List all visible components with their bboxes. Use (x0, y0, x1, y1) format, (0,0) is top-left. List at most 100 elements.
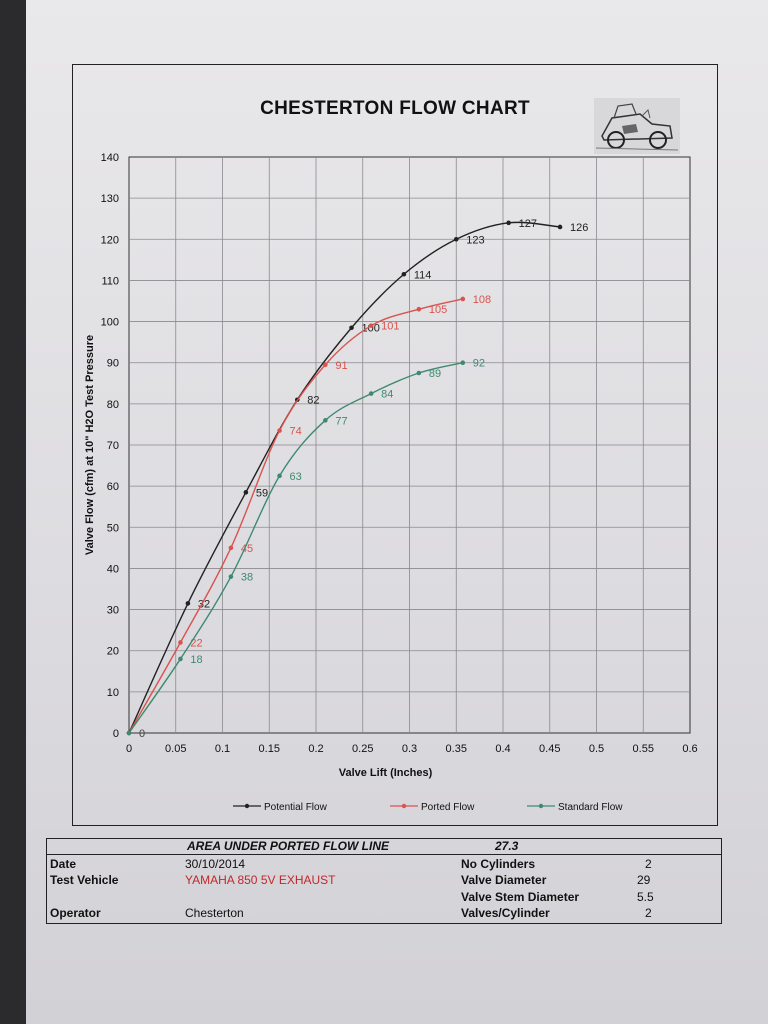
stem-diameter-label: Valve Stem Diameter (461, 890, 580, 904)
data-point-potential-flow (243, 490, 249, 495)
data-label-ported-flow: 22 (190, 637, 202, 649)
vehicle-label: Test Vehicle (50, 873, 119, 887)
cylinders-value: 2 (645, 857, 652, 871)
data-point-ported-flow (323, 362, 328, 368)
x-tick-label: 0.3 (402, 743, 417, 755)
legend-marker-standard-flow (538, 803, 544, 809)
chart-title: CHESTERTON FLOW CHART (260, 98, 530, 119)
paper-sheet (26, 0, 768, 1024)
x-tick-label: 0.5 (589, 743, 604, 755)
y-tick-label: 130 (101, 193, 119, 205)
data-label-standard-flow: 63 (290, 471, 302, 483)
data-label-potential-flow: 114 (414, 269, 432, 281)
data-point-potential-flow (401, 271, 407, 277)
data-label-potential-flow: 126 (570, 222, 588, 234)
x-tick-label: 0.15 (259, 743, 280, 755)
y-tick-label: 10 (107, 687, 119, 699)
data-label-potential-flow: 59 (256, 487, 268, 499)
y-tick-label: 40 (107, 563, 119, 575)
stem-diameter-value: 5.5 (637, 890, 654, 904)
data-label-potential-flow: 127 (519, 218, 537, 230)
y-tick-label: 90 (107, 358, 119, 370)
legend-label-ported-flow: Ported Flow (421, 802, 475, 813)
data-label-standard-flow: 92 (473, 358, 485, 370)
data-label-standard-flow: 77 (335, 415, 347, 427)
date-value: 30/10/2014 (185, 857, 246, 871)
area-label: AREA UNDER PORTED FLOW LINE (187, 839, 390, 853)
y-tick-label: 80 (107, 399, 119, 411)
data-point-standard-flow (178, 656, 183, 662)
data-label-standard-flow: 84 (381, 389, 393, 401)
date-label: Date (50, 857, 77, 871)
data-label-ported-flow: 74 (290, 426, 302, 438)
data-label-ported-flow: 101 (381, 321, 399, 333)
valve-diameter-label: Valve Diameter (461, 873, 547, 887)
x-tick-label: 0.25 (352, 743, 373, 755)
data-point-ported-flow (460, 296, 466, 302)
series-line-standard-flow (128, 362, 463, 734)
data-point-standard-flow (460, 360, 466, 366)
data-label-ported-flow: 45 (241, 543, 253, 555)
legend-marker-potential-flow (244, 803, 250, 809)
x-axis-label: Valve Lift (Inches) (339, 767, 433, 779)
data-point-potential-flow (349, 325, 354, 331)
legend-marker-ported-flow (401, 803, 407, 809)
valves-value: 2 (645, 906, 652, 920)
x-tick-label: 0.2 (308, 743, 323, 755)
data-label-potential-flow: 82 (307, 395, 319, 407)
data-point-ported-flow (416, 306, 422, 312)
legend-label-potential-flow: Potential Flow (264, 802, 328, 813)
chart-frame (72, 64, 718, 826)
operator-value: Chesterton (185, 906, 244, 920)
x-tick-label: 0.35 (446, 743, 467, 755)
data-label-ported-flow: 108 (473, 294, 491, 306)
series-line-ported-flow (128, 298, 463, 734)
data-label-ported-flow: 91 (335, 360, 347, 372)
valve-diameter-value: 29 (637, 873, 651, 887)
valves-label: Valves/Cylinder (461, 906, 550, 920)
x-tick-label: 0 (126, 743, 132, 755)
y-axis-label: Valve Flow (cfm) at 10" H2O Test Pressur… (84, 335, 96, 555)
legend-label-standard-flow: Standard Flow (558, 802, 623, 813)
data-point-potential-flow (506, 220, 511, 226)
x-tick-label: 0.1 (215, 743, 230, 755)
operator-label: Operator (50, 906, 101, 920)
y-tick-label: 110 (101, 275, 119, 287)
data-label-potential-flow: 0 (139, 728, 145, 740)
vehicle-value: YAMAHA 850 5V EXHAUST (185, 873, 336, 887)
data-point-standard-flow (228, 574, 234, 579)
x-tick-label: 0.55 (633, 743, 654, 755)
data-label-ported-flow: 105 (429, 304, 447, 316)
x-tick-label: 0.4 (495, 743, 510, 755)
data-point-potential-flow (557, 224, 563, 230)
data-point-ported-flow (228, 545, 234, 551)
data-point-potential-flow (185, 601, 191, 606)
x-tick-label: 0.45 (539, 743, 560, 755)
data-point-standard-flow (368, 391, 374, 396)
data-label-potential-flow: 100 (362, 323, 380, 335)
data-point-ported-flow (178, 640, 183, 645)
data-label-standard-flow: 18 (190, 654, 202, 666)
data-point-potential-flow (453, 236, 459, 242)
y-tick-label: 50 (107, 522, 119, 534)
y-tick-label: 140 (101, 152, 119, 164)
data-point-ported-flow (277, 428, 282, 433)
y-tick-label: 120 (101, 234, 119, 246)
y-tick-label: 0 (113, 728, 119, 740)
info-separator (47, 854, 721, 855)
area-value: 27.3 (495, 839, 519, 853)
y-tick-label: 100 (101, 317, 119, 329)
data-label-potential-flow: 123 (466, 234, 484, 246)
y-tick-label: 30 (107, 605, 119, 617)
cylinders-label: No Cylinders (461, 857, 536, 871)
info-table: AREA UNDER PORTED FLOW LINE 27.3 Date 30… (46, 838, 722, 924)
y-tick-label: 70 (107, 440, 119, 452)
data-point-standard-flow (277, 473, 282, 479)
data-label-standard-flow: 38 (241, 572, 253, 584)
x-tick-label: 0.05 (165, 743, 186, 755)
data-label-standard-flow: 89 (429, 368, 441, 380)
series-line-potential-flow (128, 221, 561, 734)
data-point-standard-flow (323, 418, 328, 423)
data-point-standard-flow (416, 370, 422, 376)
